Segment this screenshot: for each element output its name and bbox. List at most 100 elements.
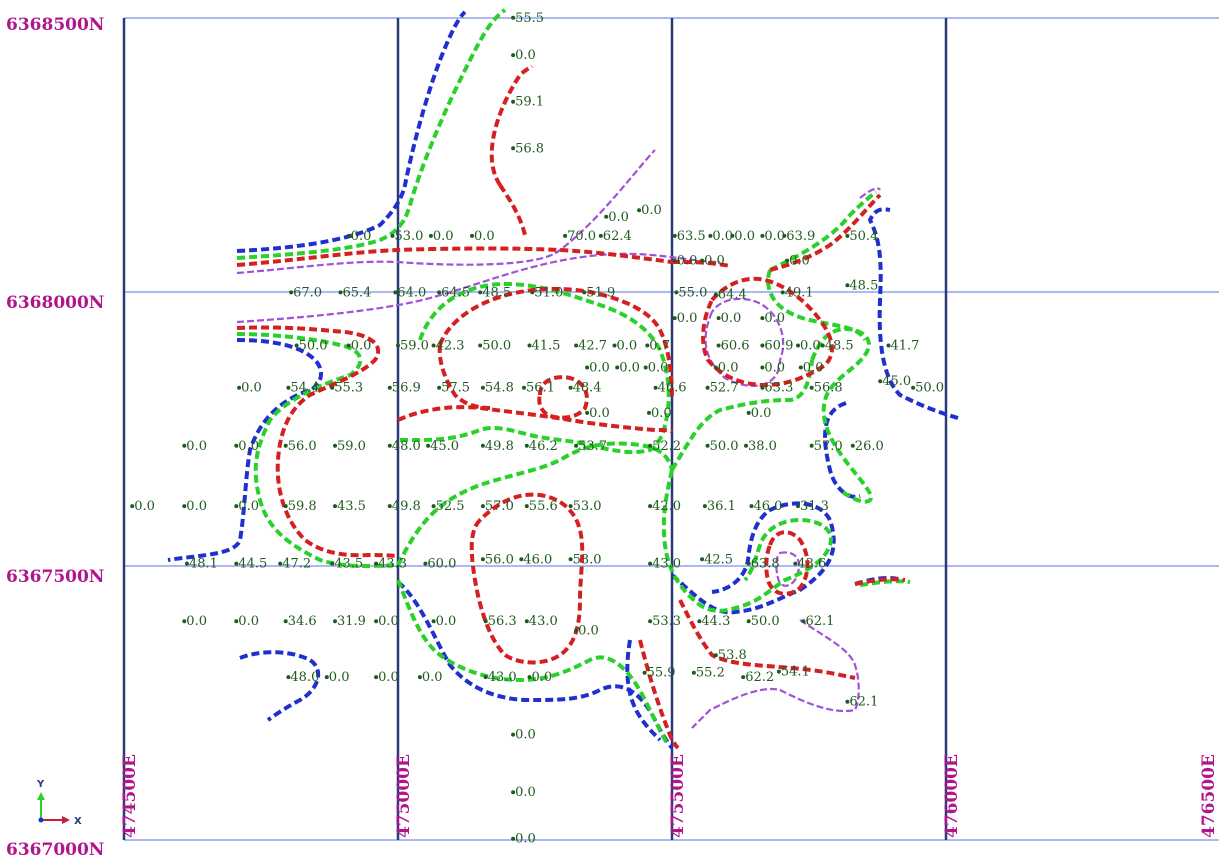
sample-point: 48.5 (478, 285, 511, 300)
sample-dot (716, 316, 721, 321)
sample-values-layer: 55.5 0.0 59.1 56.8 0.0 0.0 0.0 53.0 0.0 0.0 70.0 62… (130, 11, 944, 847)
sample-dot (702, 504, 707, 509)
sample-point: 0.0 (716, 311, 742, 326)
sample-dot (568, 557, 573, 562)
sample-value: 0.0 (734, 229, 755, 244)
sample-value: 0.0 (186, 499, 207, 514)
sample-value: 0.0 (186, 614, 207, 629)
sample-dot (338, 290, 343, 295)
sample-point: 0.0 (130, 499, 155, 514)
sample-value: 0.0 (718, 361, 739, 376)
sample-point: 48.1 (185, 557, 218, 572)
sample-dot (793, 561, 798, 566)
sample-point: 50.4 (845, 229, 878, 244)
sample-value: 67.0 (293, 285, 322, 300)
sample-value: 57.5 (441, 381, 470, 396)
sample-value: 0.0 (608, 210, 629, 225)
sample-value: 0.0 (677, 254, 698, 269)
sample-value: 48.0 (392, 439, 421, 454)
sample-dot (330, 561, 335, 566)
sample-point: 57.5 (437, 381, 470, 396)
sample-value: 53.0 (573, 552, 602, 567)
sample-point: 0.0 (730, 229, 755, 244)
sample-point: 0.0 (672, 254, 698, 269)
sample-dot (645, 343, 650, 348)
sample-dot (760, 365, 765, 370)
sample-value: 0.0 (474, 229, 495, 244)
sample-dot (483, 675, 488, 680)
sample-point: 0.0 (324, 670, 349, 685)
sample-dot (798, 365, 803, 370)
sample-point: 48.5 (845, 278, 878, 293)
sample-point: 53.0 (568, 499, 602, 514)
sample-value: 41.5 (532, 339, 561, 354)
sample-dot (878, 379, 883, 384)
sample-dot (294, 343, 299, 348)
sample-dot (428, 233, 433, 238)
sample-value: 0.0 (619, 361, 640, 376)
sample-point: 46.0 (519, 552, 552, 567)
sample-point: 62.1 (845, 695, 878, 710)
sample-dot (845, 233, 850, 238)
sample-value: 47.2 (282, 557, 311, 572)
sample-point: 60.6 (716, 339, 750, 354)
sample-dot (480, 557, 485, 562)
red-contour (236, 64, 906, 750)
sample-value: 56.8 (814, 381, 843, 396)
sample-point: 55.9 (642, 666, 676, 681)
sample-value: 46.2 (529, 439, 558, 454)
sample-point: 54.1 (776, 665, 810, 680)
sample-point: 48.0 (286, 670, 319, 685)
sample-value: 0.0 (803, 361, 824, 376)
sample-dot (374, 561, 379, 566)
sample-dot (286, 675, 291, 680)
sample-dot (637, 208, 642, 213)
sample-dot (480, 385, 485, 390)
sample-value: 48.1 (189, 557, 218, 572)
sample-point: 0.0 (417, 670, 443, 685)
sample-point: 56.0 (480, 552, 514, 567)
sample-point: 31.9 (333, 614, 366, 629)
sample-dot (393, 290, 398, 295)
sample-point: 0.0 (746, 406, 771, 421)
sample-dot (850, 443, 855, 448)
sample-value: 54.1 (781, 665, 810, 680)
sample-value: 56.9 (392, 381, 421, 396)
sample-dot (431, 504, 436, 509)
sample-dot (387, 385, 392, 390)
sample-point: 0.0 (431, 614, 456, 629)
sample-dot (582, 290, 587, 295)
sample-point: 0.0 (527, 670, 552, 685)
sample-value: 34.6 (288, 614, 317, 629)
sample-point: 41.7 (886, 339, 919, 354)
sample-dot (333, 443, 337, 448)
sample-point: 52.7 (705, 381, 739, 396)
sample-value: 0.0 (238, 614, 259, 629)
sample-dot (387, 443, 392, 448)
sample-value: 0.0 (721, 311, 742, 326)
sample-value: 50.0 (751, 614, 780, 629)
sample-dot (705, 443, 710, 448)
sample-value: 42.5 (704, 552, 733, 567)
sample-dot (511, 99, 516, 104)
sample-point: 26.0 (850, 439, 884, 454)
sample-dot (417, 675, 422, 680)
sample-dot (423, 561, 428, 566)
sample-dot (672, 233, 677, 238)
sample-point: 0.0 (708, 229, 733, 244)
sample-value: 56.1 (526, 381, 555, 396)
sample-point: 59.0 (333, 439, 366, 454)
sample-dot (746, 561, 751, 566)
sample-value: 0.0 (589, 361, 610, 376)
northing-labels: 6368500N 6368000N 6367500N 6367000N (6, 15, 104, 858)
sample-point: 0.7 (645, 339, 670, 354)
sample-value: 53.0 (573, 499, 602, 514)
sample-value: 0.0 (515, 48, 536, 63)
sample-point: 55.0 (674, 285, 707, 300)
sample-dot (426, 443, 431, 448)
sample-dot (648, 443, 653, 448)
sample-dot (730, 233, 735, 238)
sample-dot (708, 233, 713, 238)
